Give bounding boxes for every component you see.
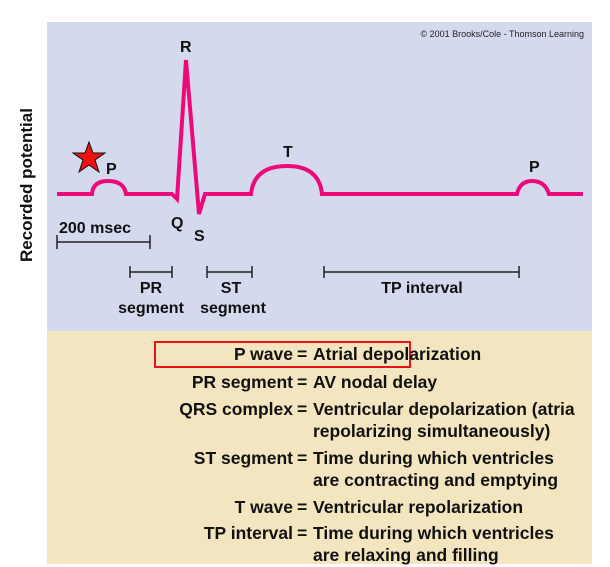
pr-segment-label-2: segment <box>118 300 184 317</box>
legend-term: ST segment <box>193 448 293 468</box>
label-s-wave: S <box>194 228 205 245</box>
legend-term: T wave <box>234 497 293 517</box>
pr-segment-bracket <box>129 266 173 278</box>
legend-equals: = <box>297 523 308 543</box>
legend-definition-cont: are relaxing and filling <box>313 545 499 565</box>
legend-definition: Ventricular repolarization <box>313 497 524 517</box>
legend-panel <box>47 331 592 564</box>
legend-term: QRS complex <box>179 399 293 419</box>
y-axis-label: Recorded potential <box>17 108 36 262</box>
legend-equals: = <box>297 344 308 364</box>
tp-interval-label: TP interval <box>381 280 463 297</box>
legend-definition-cont: repolarizing simultaneously) <box>313 421 551 441</box>
legend-definition: Time during which ventricles <box>313 523 554 543</box>
legend-definition-cont: are contracting and emptying <box>313 470 559 490</box>
star-icon <box>71 140 107 174</box>
legend-equals: = <box>297 497 308 517</box>
legend-term: PR segment <box>191 372 293 392</box>
copyright-text: © 2001 Brooks/Cole - Thomson Learning <box>420 29 584 39</box>
tp-interval-bracket <box>323 266 520 278</box>
legend-term: TP interval <box>203 523 293 543</box>
ecg-trace <box>57 59 583 215</box>
y-axis-label-text: Recorded potential <box>17 108 36 262</box>
label-p-wave-2: P <box>529 159 540 176</box>
ecg-diagram-panel <box>47 22 592 331</box>
st-segment-label: ST <box>221 280 242 297</box>
legend-equals: = <box>297 399 308 419</box>
legend-definition: Time during which ventricles <box>313 448 554 468</box>
legend-term: P wave <box>233 344 293 364</box>
ecg-diagram: © 2001 Brooks/Cole - Thomson Learning P … <box>56 29 584 317</box>
p-wave-highlight-box <box>154 341 411 368</box>
label-r-wave: R <box>180 39 192 56</box>
legend-equals: = <box>297 448 308 468</box>
label-p-wave: P <box>106 161 117 178</box>
legend-definition: Ventricular depolarization (atria <box>313 399 575 419</box>
st-segment-bracket <box>206 266 253 278</box>
st-segment-label-2: segment <box>200 300 266 317</box>
legend-equals: = <box>297 372 308 392</box>
legend-definition: Atrial depolarization <box>313 344 482 364</box>
label-q-wave: Q <box>171 215 183 232</box>
scale-bar <box>56 235 151 249</box>
legend-definition: AV nodal delay <box>313 372 438 392</box>
label-t-wave: T <box>283 144 293 161</box>
scale-bar-label: 200 msec <box>59 220 131 237</box>
pr-segment-label: PR <box>140 280 163 297</box>
